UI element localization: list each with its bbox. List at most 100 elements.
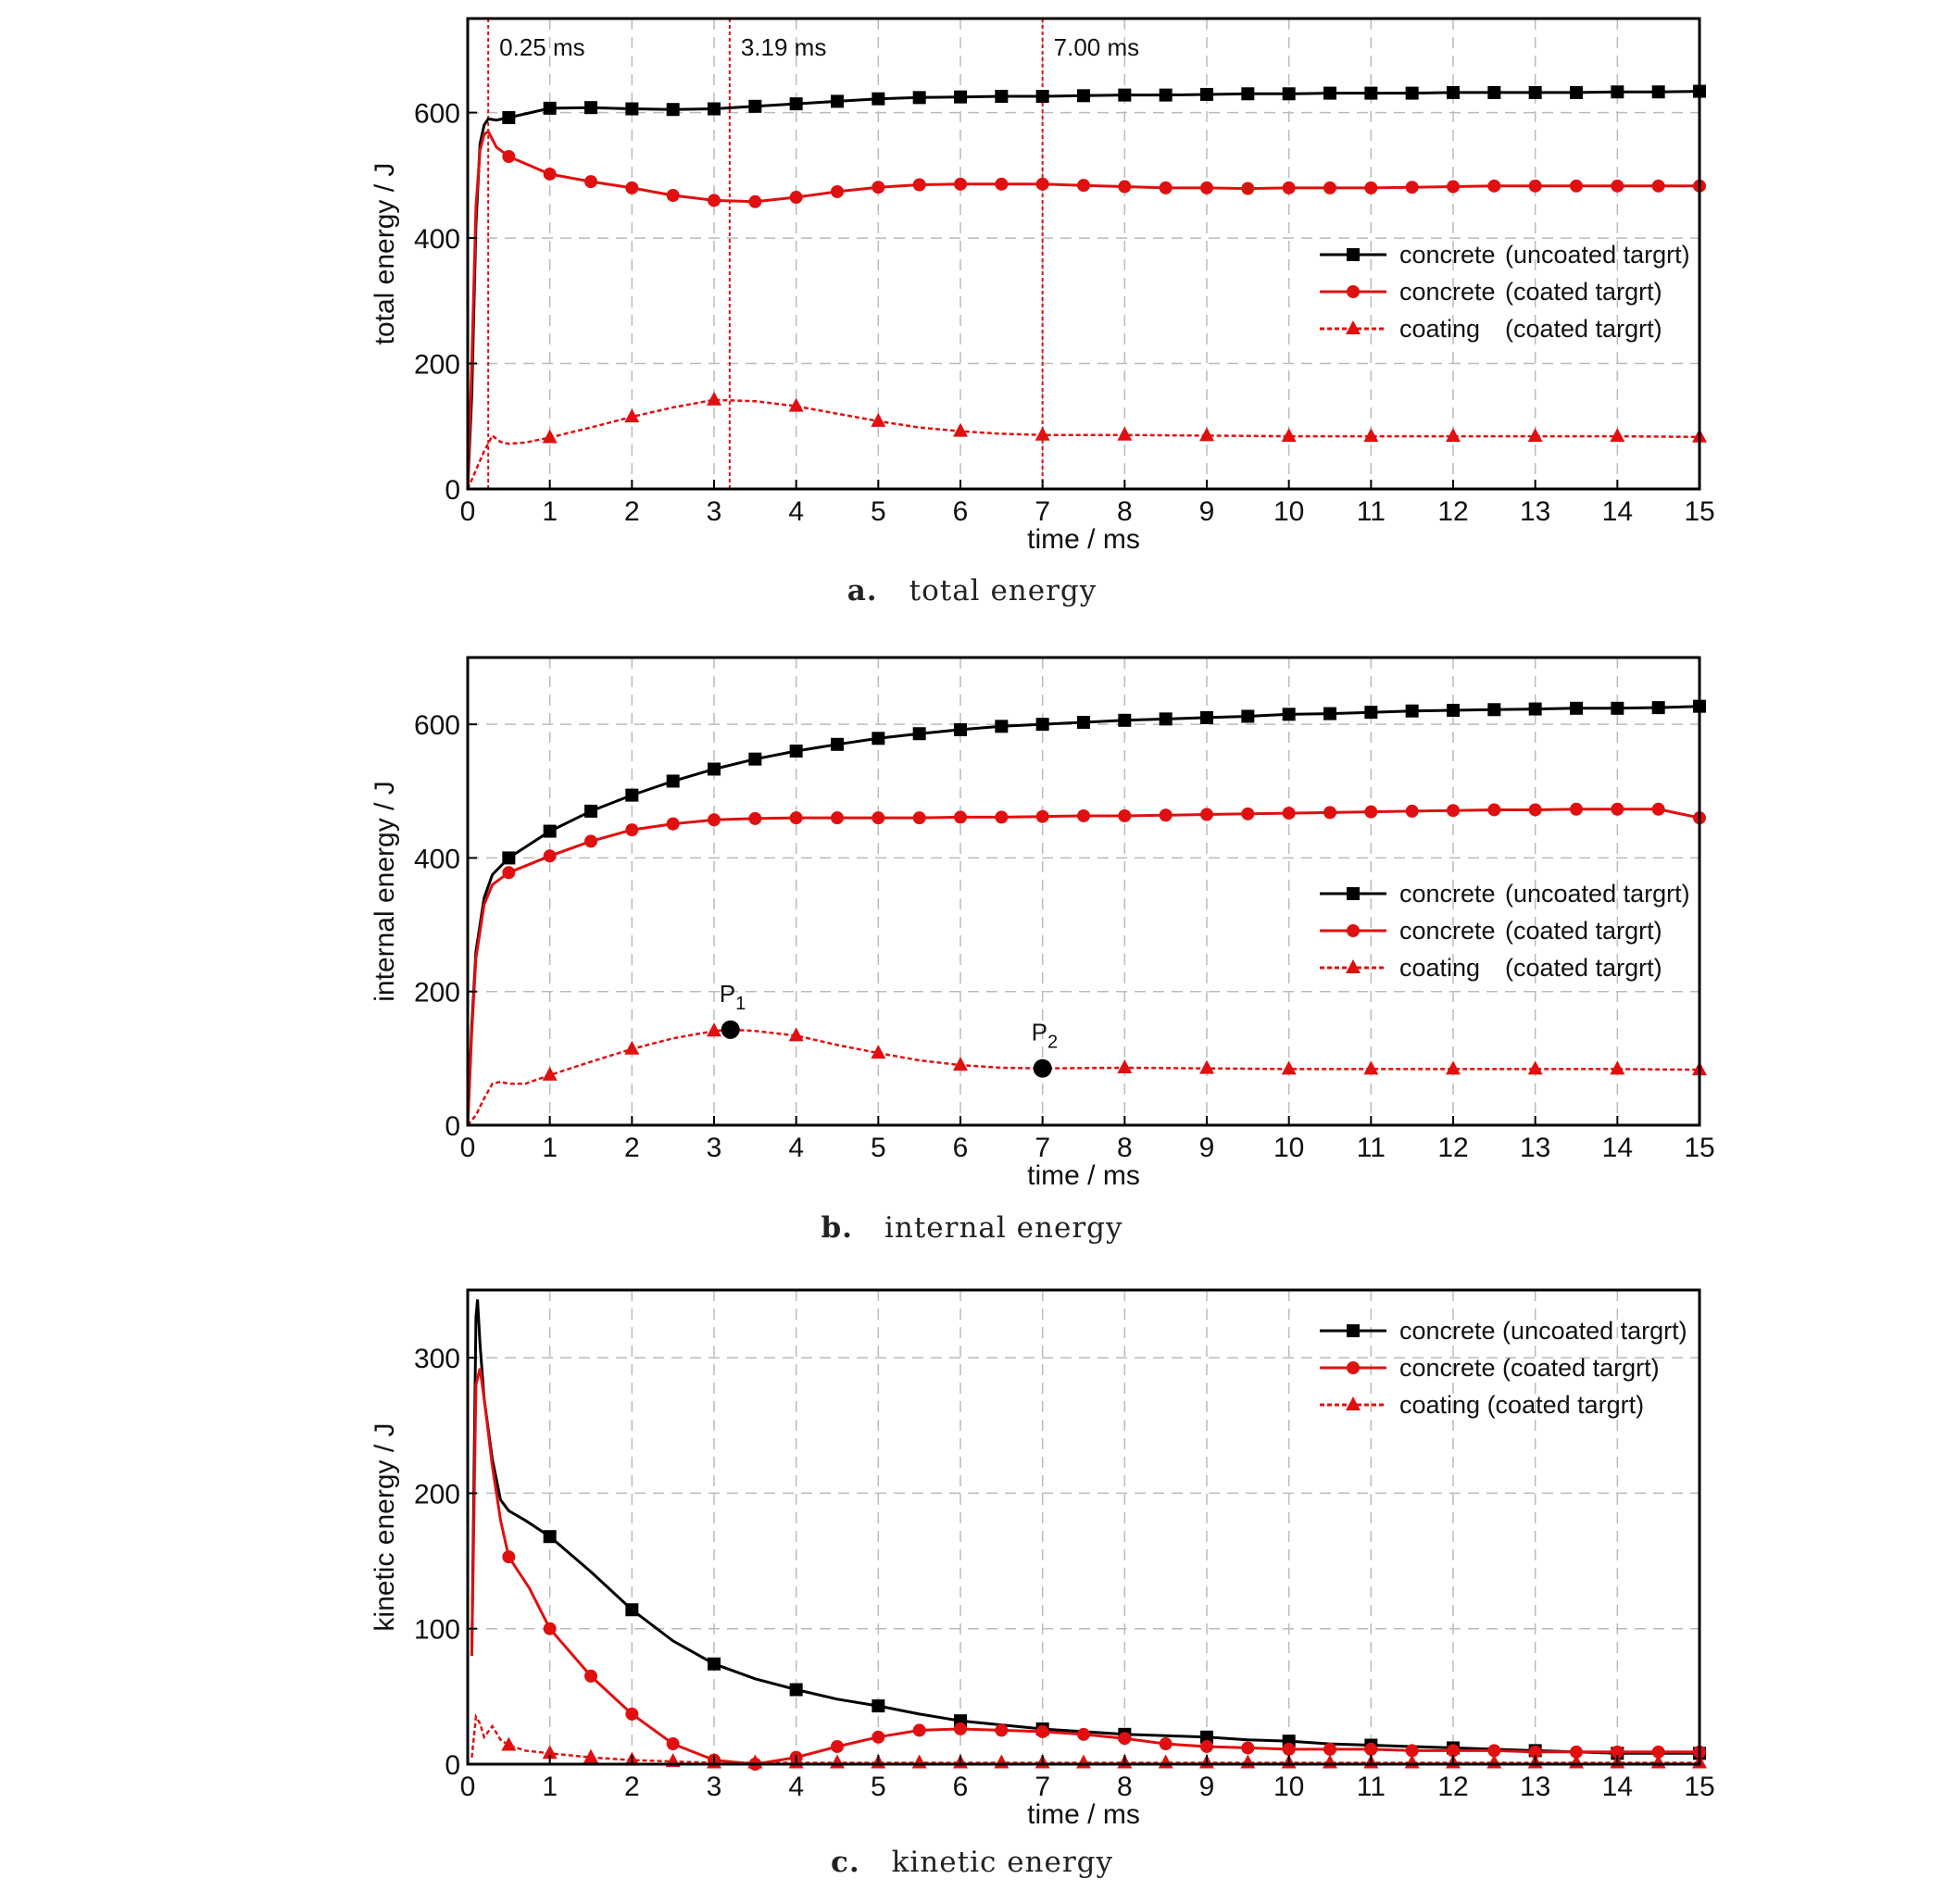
data-marker (502, 111, 516, 125)
data-marker (543, 167, 557, 181)
x-tick-label: 15 (1684, 496, 1714, 527)
data-marker (789, 811, 803, 825)
caption-a-label: a. (847, 574, 878, 608)
data-marker (1035, 1724, 1049, 1738)
data-marker (789, 97, 803, 111)
x-tick-label: 11 (1357, 1772, 1386, 1802)
series-1 (470, 1368, 1706, 1771)
y-tick-label: 600 (414, 99, 460, 130)
legend-label: concrete (1399, 278, 1496, 306)
data-marker (502, 150, 516, 164)
data-marker (1570, 1745, 1583, 1759)
data-marker (953, 422, 968, 437)
data-marker (502, 1550, 516, 1564)
data-marker (1035, 89, 1049, 103)
data-marker (1611, 802, 1624, 816)
x-tick-label: 10 (1273, 1772, 1304, 1802)
data-marker (543, 849, 557, 863)
data-marker (748, 194, 762, 208)
caption-b-text: internal energy (884, 1211, 1123, 1245)
series-1 (466, 129, 1706, 490)
series-0 (466, 84, 1706, 490)
x-tick-label: 12 (1437, 496, 1468, 527)
data-marker (624, 1040, 640, 1055)
data-marker (995, 177, 1009, 191)
data-marker (1117, 1058, 1133, 1073)
x-tick-label: 4 (788, 496, 804, 527)
data-marker (1077, 715, 1090, 729)
x-tick-label: 14 (1602, 1772, 1633, 1802)
series-line (466, 398, 1700, 490)
x-tick-label: 0 (460, 1133, 476, 1163)
data-marker (1447, 180, 1460, 194)
data-marker (1200, 1739, 1213, 1753)
data-marker (994, 1754, 1010, 1769)
data-marker (1569, 1754, 1584, 1769)
x-tick-label: 6 (953, 1772, 969, 1802)
x-tick-label: 8 (1117, 496, 1133, 527)
x-tick-label: 2 (624, 1133, 640, 1163)
data-marker (666, 103, 680, 117)
chart-a-svg: 0.25 ms 3.19 ms 7.00 ms0 1 2 3 4 5 6 7 8 9 10 11 12 13 1… (370, 17, 1715, 555)
data-marker (501, 1736, 517, 1751)
data-marker (543, 824, 557, 838)
data-marker (1487, 1744, 1501, 1758)
data-marker (1364, 805, 1378, 819)
data-marker (625, 823, 639, 837)
data-marker (1570, 85, 1583, 99)
data-marker (911, 1754, 927, 1769)
data-marker (1364, 86, 1378, 100)
data-marker (748, 811, 762, 825)
data-marker (1323, 86, 1336, 100)
y-tick-label: 300 (414, 1344, 460, 1374)
data-marker (1487, 85, 1501, 99)
data-marker (748, 99, 762, 113)
data-marker (789, 1683, 803, 1697)
data-marker (584, 101, 597, 115)
x-tick-label: 4 (788, 1133, 804, 1163)
legend-marker (1347, 285, 1360, 298)
point-label-sub: 2 (1047, 1033, 1058, 1053)
point-label: P2 (1032, 1019, 1058, 1053)
data-marker (1651, 85, 1665, 99)
y-tick-label: 0 (445, 475, 460, 506)
data-marker (666, 1737, 680, 1751)
y-tick-label: 200 (414, 1479, 460, 1509)
data-marker (912, 727, 926, 741)
x-axis-label: time / ms (1027, 524, 1140, 555)
legend-marker (1346, 1397, 1361, 1410)
annotation-label: 7.00 ms (1054, 33, 1140, 61)
legend: concrete (uncoated targrt) concrete (coated… (1320, 241, 1690, 343)
x-axis-label: time / ms (1027, 1160, 1140, 1191)
data-marker (872, 1699, 885, 1713)
x-tick-label: 15 (1684, 1133, 1714, 1163)
data-marker (1611, 85, 1624, 99)
x-tick-label: 5 (871, 1772, 886, 1802)
data-marker (1487, 803, 1501, 817)
data-marker (1118, 713, 1132, 727)
data-marker (625, 788, 639, 802)
data-marker (1611, 179, 1624, 193)
data-marker (954, 90, 967, 104)
data-marker (708, 762, 721, 776)
legend-label: concrete (1399, 880, 1496, 908)
data-marker (1159, 712, 1173, 726)
data-marker (912, 1723, 926, 1737)
x-tick-label: 0 (460, 496, 476, 527)
x-tick-label: 1 (542, 1133, 558, 1163)
point-label: P1 (720, 980, 746, 1014)
data-marker (789, 191, 803, 205)
legend-label: concrete (uncoated targrt) (1399, 1317, 1687, 1345)
data-marker (542, 1066, 558, 1081)
data-marker (1527, 428, 1543, 443)
series-line (467, 1028, 1700, 1126)
data-marker (1323, 707, 1336, 720)
x-tick-label: 5 (871, 1133, 886, 1163)
data-marker (1610, 1060, 1625, 1075)
data-marker (708, 813, 721, 827)
y-tick-label: 400 (414, 844, 460, 874)
legend-label-detail: (coated targrt) (1505, 917, 1662, 945)
data-marker (912, 178, 926, 192)
x-tick-label: 1 (542, 496, 558, 527)
